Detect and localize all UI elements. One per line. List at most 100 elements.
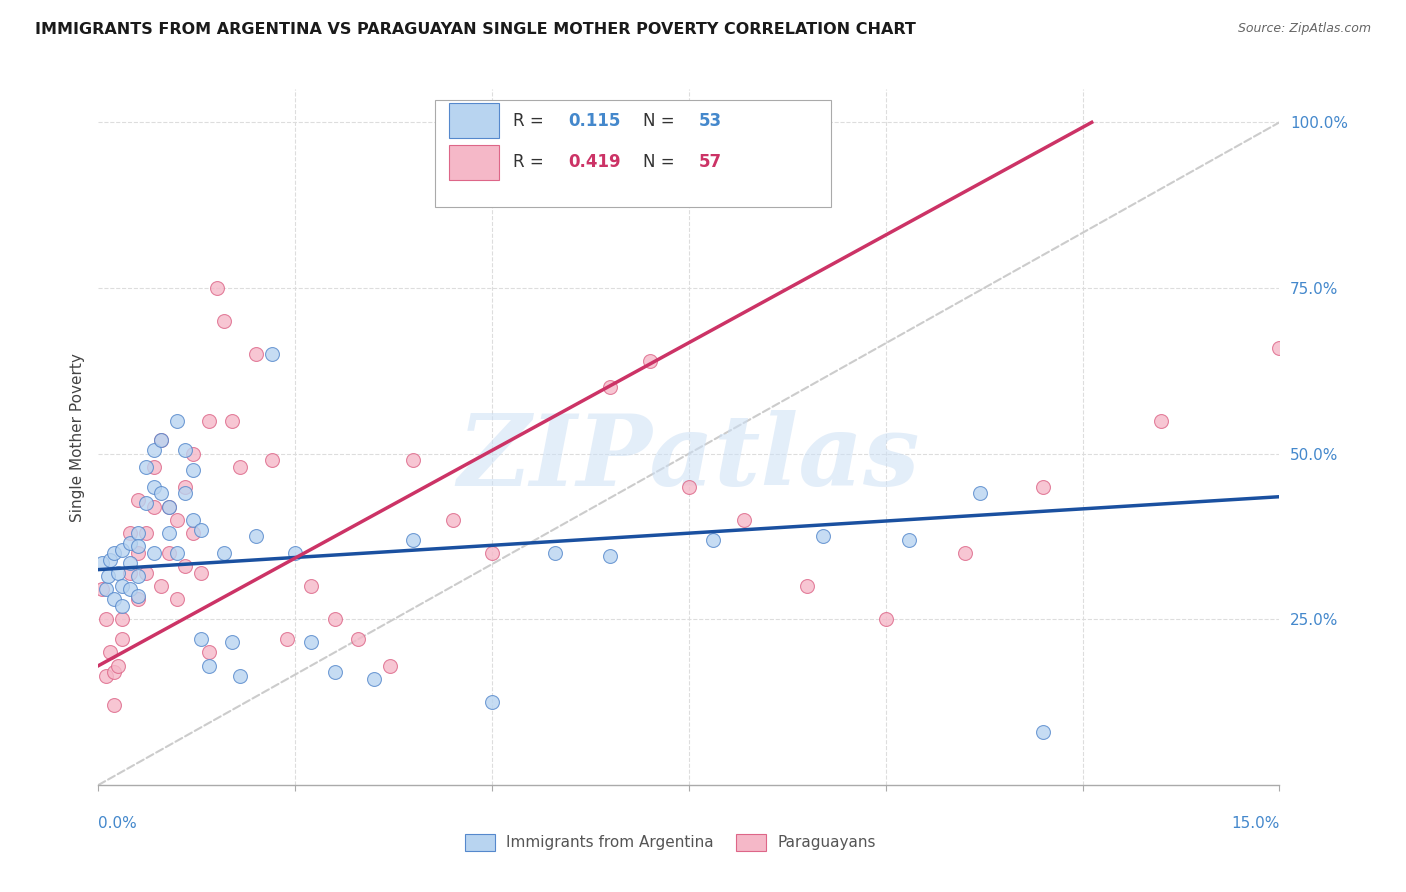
- Text: 0.0%: 0.0%: [98, 816, 138, 831]
- Point: [142, 480, 165, 494]
- Point: [127, 569, 149, 583]
- Point: [142, 443, 165, 458]
- Y-axis label: Single Mother Poverty: Single Mother Poverty: [69, 352, 84, 522]
- Point: [142, 546, 165, 560]
- Text: R =: R =: [513, 153, 548, 171]
- Point: [118, 582, 141, 597]
- Point: [107, 658, 129, 673]
- Point: [221, 635, 243, 649]
- Point: [1150, 413, 1173, 427]
- Point: [142, 500, 165, 514]
- Point: [97, 569, 120, 583]
- Point: [284, 546, 307, 560]
- Point: [103, 665, 125, 680]
- Point: [157, 500, 180, 514]
- Text: Immigrants from Argentina: Immigrants from Argentina: [506, 835, 714, 850]
- Point: [118, 566, 141, 580]
- Text: 15.0%: 15.0%: [1232, 816, 1279, 831]
- Point: [111, 632, 134, 647]
- Point: [127, 493, 149, 508]
- Text: 0.115: 0.115: [568, 112, 621, 129]
- Point: [103, 698, 125, 713]
- Point: [599, 380, 621, 394]
- Text: Paraguayans: Paraguayans: [778, 835, 876, 850]
- Text: 0.419: 0.419: [568, 153, 621, 171]
- Point: [260, 347, 283, 361]
- Point: [323, 665, 346, 680]
- Point: [481, 695, 503, 709]
- Point: [103, 546, 125, 560]
- Point: [1032, 725, 1054, 739]
- Text: 57: 57: [699, 153, 721, 171]
- Point: [969, 486, 991, 500]
- Point: [98, 645, 121, 659]
- Point: [181, 447, 204, 461]
- Point: [481, 546, 503, 560]
- Bar: [449, 103, 499, 138]
- Point: [166, 592, 188, 607]
- Point: [197, 413, 219, 427]
- Point: [174, 559, 197, 574]
- Point: [127, 546, 149, 560]
- Point: [181, 526, 204, 541]
- Point: [118, 556, 141, 570]
- Point: [378, 658, 401, 673]
- Point: [190, 523, 212, 537]
- Point: [205, 281, 228, 295]
- Point: [811, 529, 834, 543]
- Point: [118, 526, 141, 541]
- Point: [214, 546, 236, 560]
- Text: ZIPatlas: ZIPatlas: [458, 409, 920, 506]
- Point: [111, 542, 134, 557]
- Point: [197, 658, 219, 673]
- Point: [174, 486, 197, 500]
- Text: N =: N =: [643, 153, 679, 171]
- Text: Source: ZipAtlas.com: Source: ZipAtlas.com: [1237, 22, 1371, 36]
- Text: N =: N =: [643, 112, 679, 129]
- Point: [560, 135, 582, 149]
- Point: [441, 513, 464, 527]
- Point: [678, 480, 700, 494]
- Point: [96, 668, 118, 682]
- Bar: [737, 834, 766, 851]
- Point: [127, 592, 149, 607]
- Point: [214, 314, 236, 328]
- Point: [166, 546, 188, 560]
- Point: [190, 566, 212, 580]
- Point: [135, 566, 157, 580]
- Point: [520, 135, 543, 149]
- Point: [796, 579, 818, 593]
- Point: [150, 579, 173, 593]
- Point: [174, 443, 197, 458]
- Point: [245, 529, 267, 543]
- Point: [733, 513, 755, 527]
- FancyBboxPatch shape: [434, 100, 831, 208]
- Point: [702, 533, 724, 547]
- Point: [135, 496, 157, 510]
- Point: [107, 566, 129, 580]
- Point: [260, 453, 283, 467]
- Point: [174, 480, 197, 494]
- Point: [142, 459, 165, 474]
- Point: [181, 513, 204, 527]
- Point: [135, 526, 157, 541]
- Point: [157, 500, 180, 514]
- Point: [98, 552, 121, 566]
- Point: [127, 526, 149, 541]
- Point: [135, 459, 157, 474]
- Point: [276, 632, 298, 647]
- Point: [127, 589, 149, 603]
- Point: [118, 536, 141, 550]
- Point: [197, 645, 219, 659]
- Point: [150, 434, 173, 448]
- Bar: [464, 834, 495, 851]
- Point: [190, 632, 212, 647]
- Point: [166, 513, 188, 527]
- Point: [229, 459, 252, 474]
- Point: [245, 347, 267, 361]
- Point: [157, 546, 180, 560]
- Point: [323, 612, 346, 626]
- Point: [299, 635, 322, 649]
- Point: [91, 556, 114, 570]
- Point: [91, 582, 114, 597]
